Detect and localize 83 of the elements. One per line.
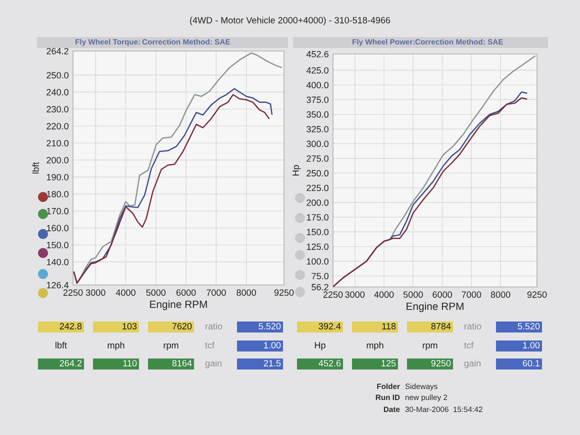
y-tick-label: 400.0: [306, 82, 328, 88]
text: 7620: [172, 323, 192, 330]
y-tick-label: 170.0: [46, 208, 68, 214]
x-tick-label: 2250: [323, 291, 343, 298]
x-tick-label: 7000: [206, 289, 226, 296]
y-tick-label: 200.0: [46, 156, 68, 164]
text: 8164: [172, 360, 192, 366]
text: tcf: [464, 342, 474, 348]
y-tick-label: 175.0: [306, 214, 328, 221]
text: mph: [108, 342, 124, 350]
text: lbft: [56, 342, 67, 348]
y-tick-label: 140.0: [46, 258, 68, 266]
text: gain: [205, 360, 222, 368]
text: 392.4: [318, 323, 341, 330]
y-tick-label: 300.0: [306, 140, 328, 148]
y-tick-label: 240.0: [46, 89, 68, 96]
x-tick-label: 8000: [236, 289, 256, 296]
text: ratio: [206, 322, 222, 330]
y-tick-label: 220.0: [46, 123, 68, 130]
x-tick-label: 3000: [86, 289, 106, 296]
line-series: [73, 52, 282, 284]
y-tick-label: 160.0: [46, 224, 68, 232]
y-tick-label: 250.0: [46, 72, 68, 78]
text: 1.00: [523, 342, 540, 348]
text: 125: [382, 360, 396, 366]
y-tick-label: 126.4: [46, 282, 69, 288]
text: mph: [366, 342, 384, 350]
y-tick-label: 425.0: [306, 67, 328, 74]
text: 5.520: [258, 323, 281, 330]
y-tick-label: 275.0: [306, 155, 328, 162]
y-axis-title: lbft: [32, 162, 39, 174]
text: 103: [122, 323, 137, 330]
y-tick-label: 225.0: [306, 184, 328, 192]
x-tick-label: 5000: [146, 289, 166, 296]
text: tcf: [205, 342, 215, 348]
y-tick-label: 210.0: [46, 140, 68, 146]
y-tick-label: 125.0: [306, 244, 328, 250]
text: rpm: [164, 343, 178, 350]
y-tick-label: 150.0: [306, 228, 328, 236]
y-tick-label: 180.0: [46, 190, 68, 198]
text: 110: [123, 360, 137, 366]
y-tick-label: 100.0: [306, 258, 328, 265]
text: 60.1: [522, 360, 540, 366]
text: rpm: [422, 343, 438, 350]
y-tick-label: 200.0: [306, 199, 328, 206]
x-tick-label: 3000: [345, 291, 365, 298]
x-tick-label: 6000: [432, 291, 452, 298]
y-tick-label: 264.2: [46, 48, 68, 54]
text: 1.00: [264, 342, 281, 348]
x-tick-label: 8000: [490, 291, 510, 298]
x-tick-label: 7000: [462, 291, 482, 298]
y-tick-label: 452.6: [306, 50, 328, 58]
y-tick-label: 325.0: [306, 126, 328, 132]
text: Hp: [314, 342, 326, 350]
y-tick-label: 75.0: [312, 272, 328, 280]
y-tick-label: 250.0: [306, 170, 328, 176]
x-tick-label: 6000: [176, 289, 196, 296]
x-tick-label: 4000: [116, 289, 136, 296]
y-tick-label: 375.0: [306, 96, 328, 103]
x-tick-label: 9250: [527, 291, 547, 298]
x-tick-label: 9250: [274, 289, 294, 296]
x-tick-label: 4000: [374, 291, 394, 298]
x-tick-label: 5000: [403, 291, 423, 298]
text: 8784: [431, 323, 451, 330]
x-axis-title: Engine RPM: [150, 300, 207, 310]
text: ratio: [464, 322, 482, 330]
text: 264.2: [60, 360, 82, 366]
chart-title: (4WD - Motor Vehicle 2000+4000) - 310-518-4966: [190, 16, 390, 26]
y-axis-title: Hp: [292, 165, 301, 176]
x-tick-label: 2250: [63, 289, 83, 296]
y-tick-label: 150.0: [46, 242, 68, 248]
text: gain: [464, 360, 480, 368]
y-tick-label: 230.0: [46, 106, 68, 112]
text: 5.520: [518, 323, 540, 330]
text: 9250: [431, 360, 451, 366]
x-axis-title: Engine RPM: [406, 302, 464, 312]
y-tick-label: 190.0: [46, 174, 68, 180]
y-tick-label: 56.2: [312, 284, 328, 290]
text: 452.6: [318, 360, 341, 366]
text: 21.5: [264, 360, 281, 366]
text: 118: [382, 323, 396, 330]
y-tick-label: 350.0: [306, 111, 328, 118]
text: 242.8: [60, 323, 82, 330]
